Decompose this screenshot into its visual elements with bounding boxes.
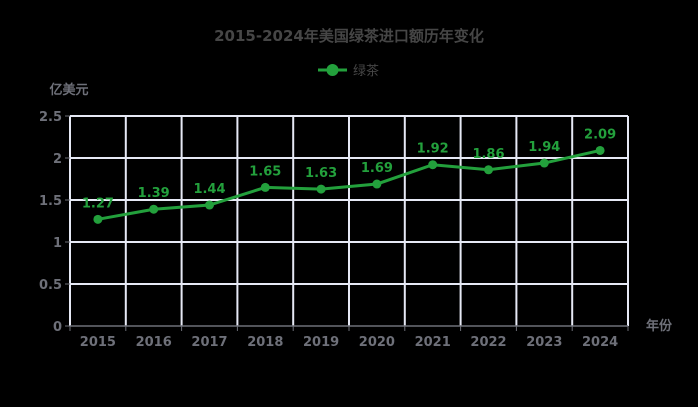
x-axis-tick-labels: 2015 2016 2017 2018 2019 2020 2021 2022 2023 2024 (80, 335, 618, 350)
data-point-label: 2.09 (584, 127, 616, 142)
data-point-label: 1.92 (417, 142, 449, 157)
data-point-label: 1.27 (82, 196, 114, 211)
data-point-marker[interactable] (595, 145, 605, 155)
x-tick-label: 2017 (191, 335, 227, 350)
data-point-marker[interactable] (428, 160, 438, 170)
y-tick-label: 2.5 (39, 110, 62, 125)
x-tick-label: 2015 (80, 335, 116, 350)
data-point-marker[interactable] (539, 158, 549, 168)
legend-marker-icon (326, 64, 339, 76)
x-tick-label: 2022 (470, 335, 506, 350)
data-point-marker[interactable] (93, 214, 103, 224)
data-point-label: 1.39 (138, 186, 170, 201)
data-point-marker[interactable] (316, 184, 326, 194)
data-point-marker[interactable] (484, 165, 493, 175)
data-point-marker[interactable] (205, 200, 214, 210)
data-point-label: 1.65 (249, 164, 281, 179)
data-point-marker[interactable] (372, 179, 382, 189)
data-point-label: 1.44 (193, 182, 225, 197)
data-point-label: 1.94 (528, 140, 560, 155)
x-tick-label: 2019 (303, 335, 339, 350)
x-tick-label: 2016 (136, 335, 172, 350)
y-axis-name: 亿美元 (49, 82, 88, 98)
grid-lines (69, 115, 629, 326)
x-tick-label: 2018 (247, 335, 283, 350)
data-labels: 1.27 1.39 1.44 1.65 1.63 1.69 1.92 1.86 1.94 2.09 (82, 127, 616, 211)
y-tick-label: 1.5 (39, 194, 62, 209)
data-point-label: 1.63 (305, 166, 337, 181)
legend-item-green-tea[interactable]: 绿茶 (318, 63, 379, 79)
x-tick-label: 2024 (582, 335, 618, 350)
data-point-label: 1.69 (361, 161, 393, 176)
axes (65, 115, 629, 331)
data-point-label: 1.86 (472, 147, 504, 162)
data-point-marker[interactable] (260, 182, 270, 192)
y-tick-label: 0.5 (39, 278, 62, 293)
chart-title: 2015-2024年美国绿茶进口额历年变化 (214, 27, 484, 45)
y-tick-label: 0 (53, 320, 62, 335)
x-tick-label: 2021 (415, 335, 451, 350)
y-tick-label: 1 (53, 236, 62, 251)
data-point-marker[interactable] (149, 204, 159, 214)
x-tick-label: 2020 (359, 335, 395, 350)
x-tick-label: 2023 (526, 335, 562, 350)
legend-label: 绿茶 (353, 63, 379, 79)
y-axis-tick-labels: 0 0.5 1 1.5 2 2.5 (39, 110, 62, 335)
y-tick-label: 2 (53, 152, 62, 167)
x-axis-name: 年份 (646, 318, 673, 334)
series-line (97, 148, 601, 221)
series-green-tea[interactable] (93, 145, 605, 224)
